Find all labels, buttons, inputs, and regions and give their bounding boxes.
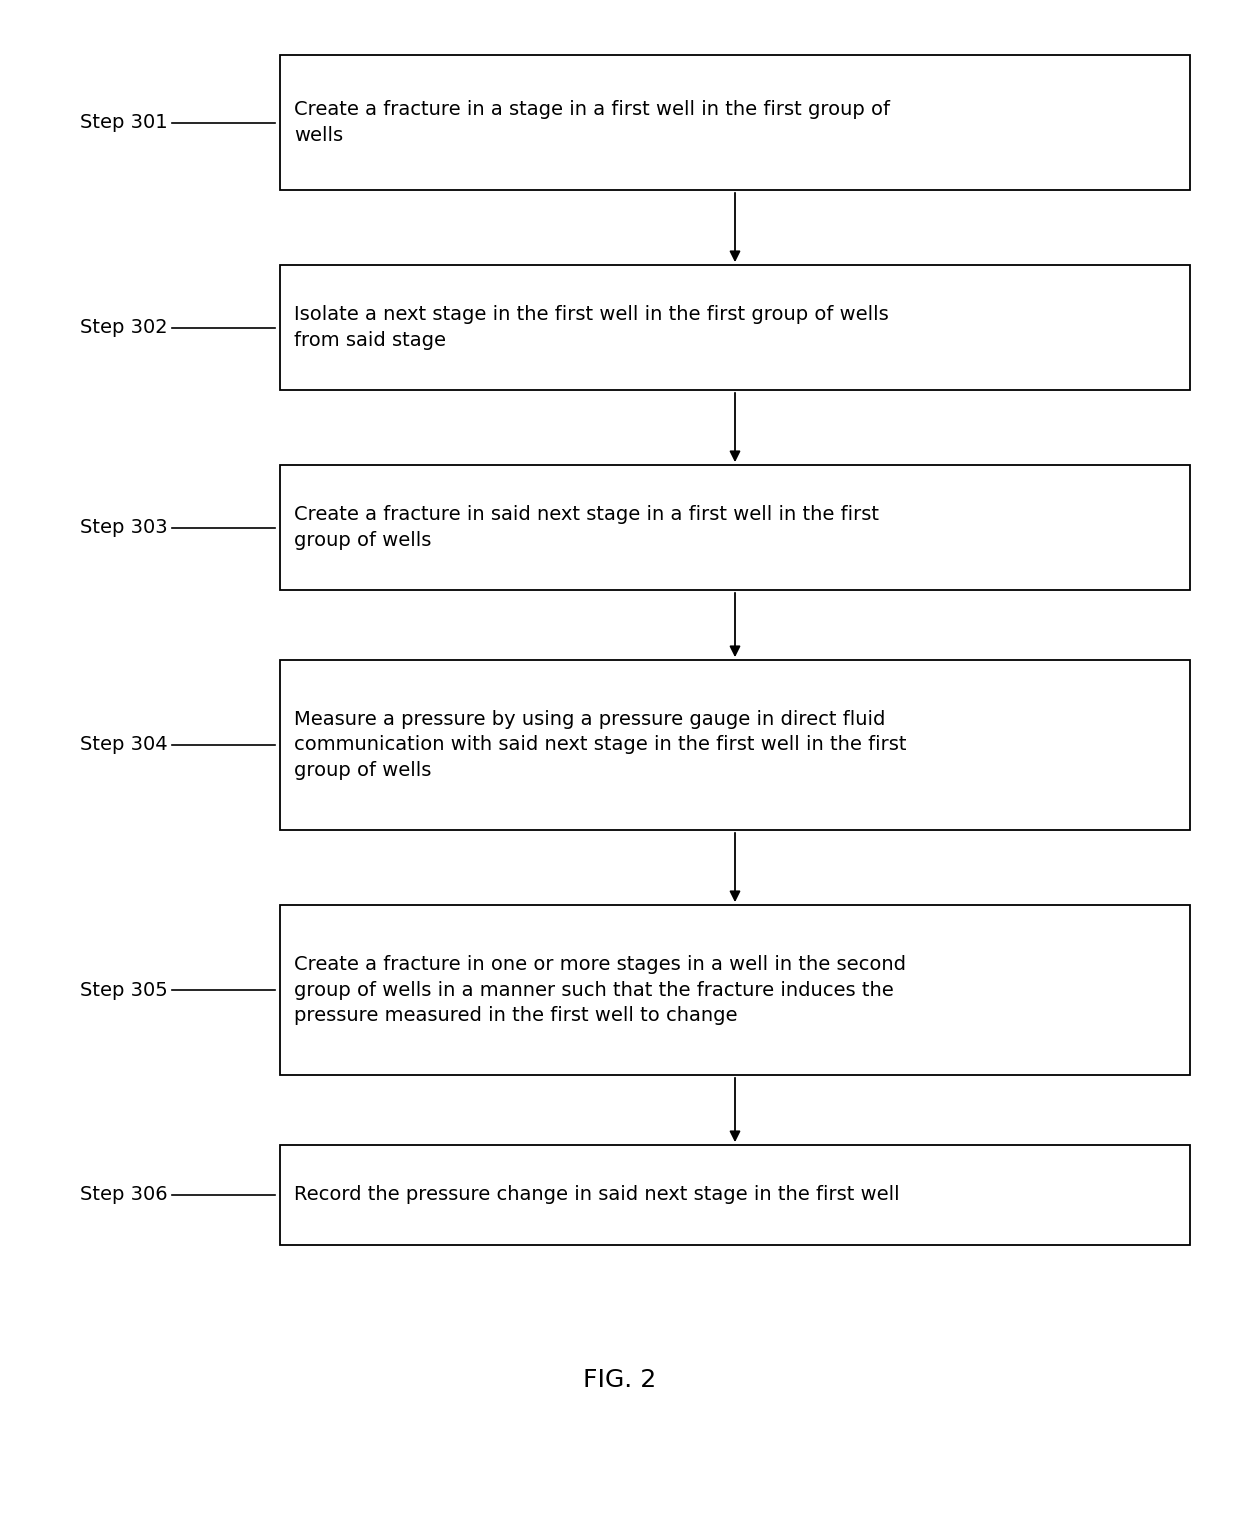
Bar: [280, 266, 1190, 390]
Bar: [280, 55, 1190, 190]
Text: Step 303: Step 303: [81, 518, 167, 537]
Text: Create a fracture in one or more stages in a well in the second
group of wells i: Create a fracture in one or more stages …: [294, 955, 906, 1025]
Text: Step 306: Step 306: [81, 1186, 167, 1204]
Text: FIG. 2: FIG. 2: [583, 1368, 657, 1392]
Text: Step 305: Step 305: [81, 981, 167, 999]
Text: Step 304: Step 304: [81, 736, 167, 754]
Bar: [280, 465, 1190, 591]
Text: Step 301: Step 301: [81, 112, 167, 132]
Text: Create a fracture in said next stage in a first well in the first
group of wells: Create a fracture in said next stage in …: [294, 505, 879, 550]
Text: Create a fracture in a stage in a first well in the first group of
wells: Create a fracture in a stage in a first …: [294, 100, 890, 144]
Text: Record the pressure change in said next stage in the first well: Record the pressure change in said next …: [294, 1186, 900, 1204]
Text: Measure a pressure by using a pressure gauge in direct fluid
communication with : Measure a pressure by using a pressure g…: [294, 710, 906, 780]
Text: Step 302: Step 302: [81, 317, 167, 337]
Bar: [280, 1145, 1190, 1245]
Bar: [280, 905, 1190, 1075]
Bar: [280, 660, 1190, 830]
Text: Isolate a next stage in the first well in the first group of wells
from said sta: Isolate a next stage in the first well i…: [294, 305, 889, 349]
